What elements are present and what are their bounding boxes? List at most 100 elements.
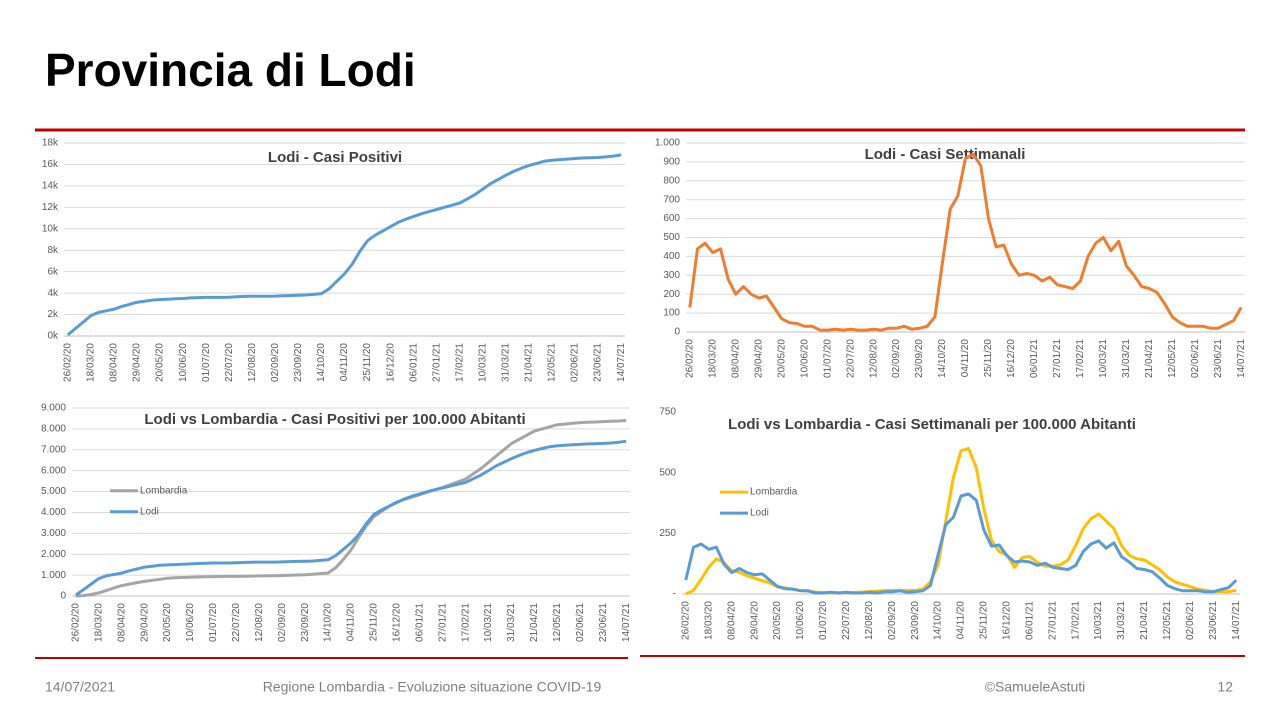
chart-title: Lodi vs Lombardia - Casi Settimanali per…	[728, 416, 1136, 433]
x-tick-label: 01/07/20	[818, 601, 829, 640]
x-tick-label: 10/03/21	[1098, 339, 1109, 378]
y-tick-label: 250	[659, 528, 676, 539]
x-tick-label: 23/06/21	[1213, 339, 1224, 378]
x-tick-label: 17/02/21	[460, 603, 471, 642]
x-tick-label: 02/06/21	[1190, 339, 1201, 378]
chart-title: Lodi - Casi Positivi	[268, 149, 402, 166]
chart-title: Lodi vs Lombardia - Casi Positivi per 10…	[144, 411, 525, 428]
x-tick-label: 10/03/21	[1093, 601, 1104, 640]
x-tick-label: 02/06/21	[570, 343, 581, 382]
x-tick-label: 29/04/20	[753, 339, 764, 378]
data-line	[66, 153, 622, 337]
y-tick-label: 500	[663, 232, 680, 243]
x-tick-label: 16/12/20	[392, 603, 403, 642]
y-tick-label: 4.000	[41, 507, 66, 518]
y-tick-label: 0	[60, 591, 66, 602]
x-tick-label: 21/04/21	[1139, 601, 1150, 640]
x-tick-label: 10/03/21	[483, 603, 494, 642]
legend-label: Lodi	[750, 508, 769, 519]
x-tick-label: 06/01/21	[408, 343, 419, 382]
x-tick-label: 10/06/20	[799, 339, 810, 378]
x-tick-label: 08/04/20	[726, 601, 737, 640]
x-tick-label: 02/09/20	[891, 339, 902, 378]
x-tick-label: 26/02/20	[70, 603, 81, 642]
y-tick-label: 9.000	[41, 403, 66, 414]
x-tick-label: 02/06/21	[1185, 601, 1196, 640]
x-tick-label: 27/01/21	[431, 343, 442, 382]
x-tick-label: 17/02/21	[1075, 339, 1086, 378]
page-number: 12	[1217, 679, 1233, 695]
y-tick-label: 0k	[47, 331, 59, 342]
y-tick-label: 8k	[47, 245, 59, 256]
x-tick-label: 04/11/20	[346, 603, 357, 642]
y-tick-label: 10k	[42, 223, 59, 234]
x-tick-label: 18/03/20	[86, 343, 97, 382]
y-tick-label: 750	[659, 407, 676, 418]
data-line	[74, 439, 627, 597]
y-tick-label: 4k	[47, 288, 59, 299]
x-tick-label: 20/05/20	[162, 603, 173, 642]
y-tick-label: 8.000	[41, 424, 66, 435]
y-tick-label: 400	[663, 251, 680, 262]
x-tick-label: 14/07/21	[621, 603, 632, 642]
data-line	[684, 492, 1238, 595]
x-tick-label: 21/04/21	[529, 603, 540, 642]
x-tick-label: 20/05/20	[772, 601, 783, 640]
x-tick-label: 16/12/20	[385, 343, 396, 382]
x-tick-label: 23/06/21	[593, 343, 604, 382]
x-tick-label: 29/04/20	[132, 343, 143, 382]
legend-label: Lombardia	[750, 487, 798, 498]
x-tick-label: 08/04/20	[109, 343, 120, 382]
x-tick-label: 14/07/21	[1231, 601, 1242, 640]
y-tick-label: 12k	[42, 202, 59, 213]
x-tick-label: 26/02/20	[684, 339, 695, 378]
x-tick-label: 27/01/21	[437, 603, 448, 642]
x-tick-label: 27/01/21	[1052, 339, 1063, 378]
x-tick-label: 18/03/20	[93, 603, 104, 642]
x-tick-label: 27/01/21	[1047, 601, 1058, 640]
footer-subject: Regione Lombardia - Evoluzione situazion…	[263, 679, 602, 695]
x-tick-label: 12/08/20	[247, 343, 258, 382]
x-tick-label: 22/07/20	[841, 601, 852, 640]
x-tick-label: 22/07/20	[224, 343, 235, 382]
x-tick-label: 29/04/20	[139, 603, 150, 642]
x-tick-label: 23/09/20	[910, 601, 921, 640]
x-tick-label: 08/04/20	[116, 603, 127, 642]
x-tick-label: 01/07/20	[822, 339, 833, 378]
x-tick-label: 18/03/20	[707, 339, 718, 378]
x-tick-label: 23/06/21	[1208, 601, 1219, 640]
footer-author: ©SamueleAstuti	[985, 679, 1086, 695]
y-tick-label: 14k	[42, 181, 59, 192]
x-tick-label: 23/09/20	[300, 603, 311, 642]
x-tick-label: 02/09/20	[277, 603, 288, 642]
x-tick-label: 08/04/20	[730, 339, 741, 378]
x-tick-label: 21/04/21	[1144, 339, 1155, 378]
x-tick-label: 31/03/21	[1116, 601, 1127, 640]
footer-date: 14/07/2021	[45, 679, 115, 695]
x-tick-label: 17/02/21	[454, 343, 465, 382]
legend-label: Lombardia	[140, 485, 188, 496]
x-tick-label: 14/10/20	[323, 603, 334, 642]
legend-label: Lodi	[140, 506, 159, 517]
y-tick-label: 0	[674, 327, 680, 338]
x-tick-label: 25/11/20	[979, 601, 990, 640]
y-tick-label: 2.000	[41, 549, 66, 560]
data-line	[75, 419, 627, 598]
x-tick-label: 14/07/21	[616, 343, 627, 382]
x-tick-label: 31/03/21	[506, 603, 517, 642]
x-tick-label: 06/01/21	[1029, 339, 1040, 378]
y-tick-label: 700	[663, 194, 680, 205]
x-tick-label: 29/04/20	[749, 601, 760, 640]
x-tick-label: 23/09/20	[293, 343, 304, 382]
x-tick-label: 25/11/20	[369, 603, 380, 642]
y-tick-label: 900	[663, 157, 680, 168]
x-tick-label: 17/02/21	[1070, 601, 1081, 640]
x-tick-label: 10/03/21	[477, 343, 488, 382]
x-tick-label: 12/08/20	[864, 601, 875, 640]
x-tick-label: 31/03/21	[501, 343, 512, 382]
x-tick-label: 10/06/20	[178, 343, 189, 382]
y-tick-label: 2k	[47, 309, 59, 320]
y-tick-label: 600	[663, 213, 680, 224]
